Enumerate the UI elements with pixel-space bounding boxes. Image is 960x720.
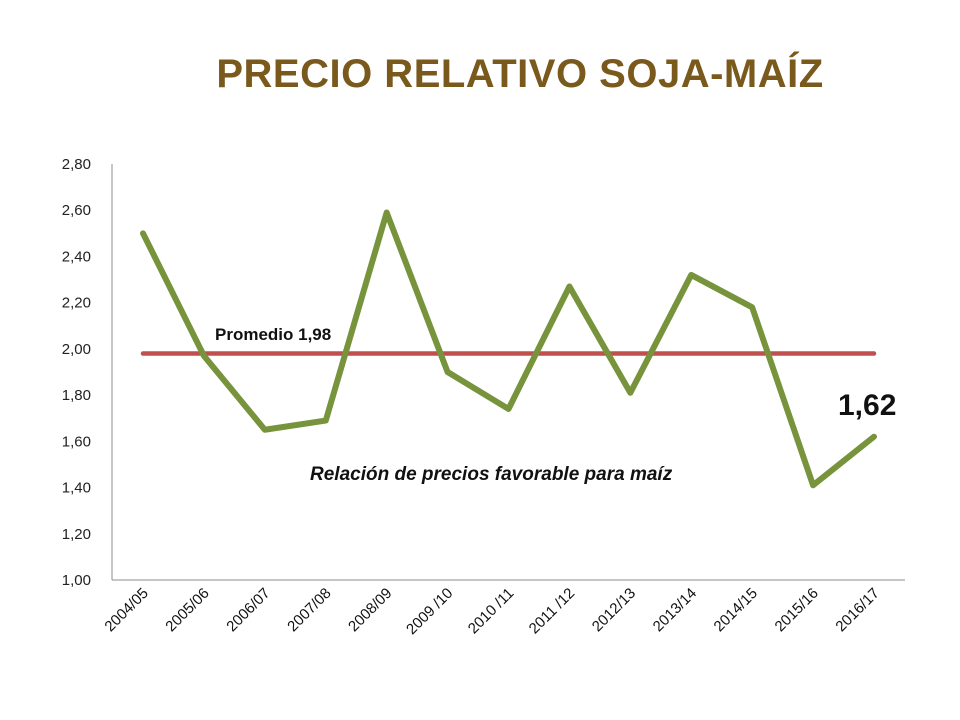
series-line-relative-price	[140, 209, 877, 489]
x-tick-label: 2010 /11	[465, 585, 518, 638]
average-label: Promedio 1,98	[215, 325, 331, 344]
x-tick-label: 2004/05	[101, 585, 151, 635]
x-tick-label: 2012/13	[589, 585, 639, 635]
y-tick-label: 2,00	[62, 341, 91, 358]
x-tick-label: 2007/08	[284, 585, 334, 635]
x-tick-label: 2006/07	[223, 585, 273, 635]
y-tick-label: 1,60	[62, 433, 91, 450]
y-tick-label: 2,80	[62, 156, 91, 173]
y-tick-label: 2,40	[62, 248, 91, 265]
x-tick-label: 2013/14	[650, 585, 700, 635]
y-axis-ticks: 1,00 1,20 1,40 1,60 1,80 2,00 2,20 2,40 2,60 2,80	[62, 156, 91, 589]
annotation-note: Relación de precios favorable para maíz	[310, 464, 673, 485]
x-tick-label: 2011 /12	[526, 585, 579, 638]
y-tick-label: 2,20	[62, 295, 91, 312]
x-tick-label: 2009 /10	[403, 585, 456, 638]
chart-series	[140, 209, 877, 489]
last-value-label: 1,62	[838, 389, 896, 422]
x-tick-label: 2014/15	[711, 585, 761, 635]
y-tick-label: 1,00	[62, 572, 91, 589]
chart-title: PRECIO RELATIVO SOJA-MAÍZ	[216, 52, 824, 96]
x-tick-label: 2016/17	[832, 585, 882, 635]
y-tick-label: 1,20	[62, 526, 91, 543]
x-tick-label: 2008/09	[345, 585, 395, 635]
y-tick-label: 1,40	[62, 480, 91, 497]
x-tick-label: 2005/06	[162, 585, 212, 635]
x-axis-ticks: 2004/05 2005/06 2006/07 2007/08 2008/09 2009 …	[101, 585, 882, 638]
x-tick-label: 2015/16	[772, 585, 822, 635]
y-tick-label: 2,60	[62, 202, 91, 219]
chart-axes	[111, 164, 905, 581]
y-tick-label: 1,80	[62, 387, 91, 404]
